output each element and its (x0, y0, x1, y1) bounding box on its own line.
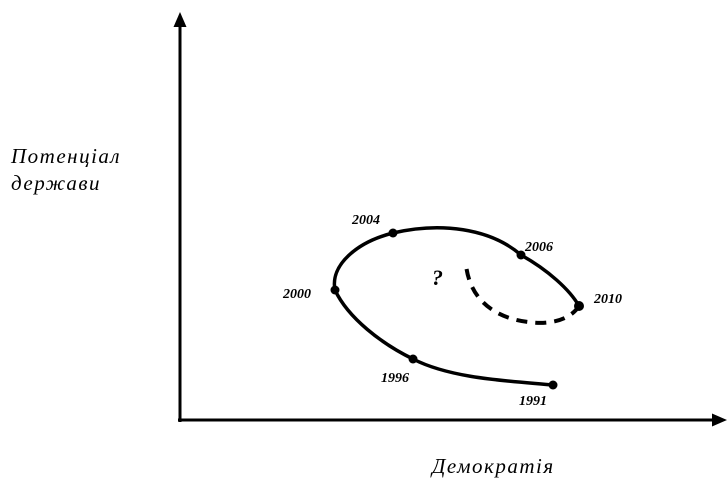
x-axis-title: Демократія (432, 454, 555, 478)
label-1996: 1996 (381, 371, 409, 386)
y-axis-title: Потенціал держави (11, 143, 121, 197)
label-2004: 2004 (351, 213, 380, 228)
point-2010 (574, 301, 584, 311)
label-2000: 2000 (282, 287, 311, 302)
point-2004 (388, 228, 398, 238)
y-axis-title-line-2: держави (11, 171, 102, 195)
point-2006 (516, 250, 526, 260)
y-axis-title-line-1: Потенціал (11, 144, 122, 168)
label-1991: 1991 (519, 394, 547, 409)
label-2010: 2010 (593, 292, 622, 307)
uncertain-trajectory-curve (464, 264, 581, 325)
label-2006: 2006 (524, 240, 553, 255)
uncertainty-question-mark: ? (432, 265, 443, 290)
point-1996 (408, 354, 418, 364)
point-2000 (330, 285, 340, 295)
point-1991 (548, 380, 558, 390)
x-axis-arrowhead (712, 413, 727, 427)
y-axis-arrowhead (173, 12, 187, 27)
